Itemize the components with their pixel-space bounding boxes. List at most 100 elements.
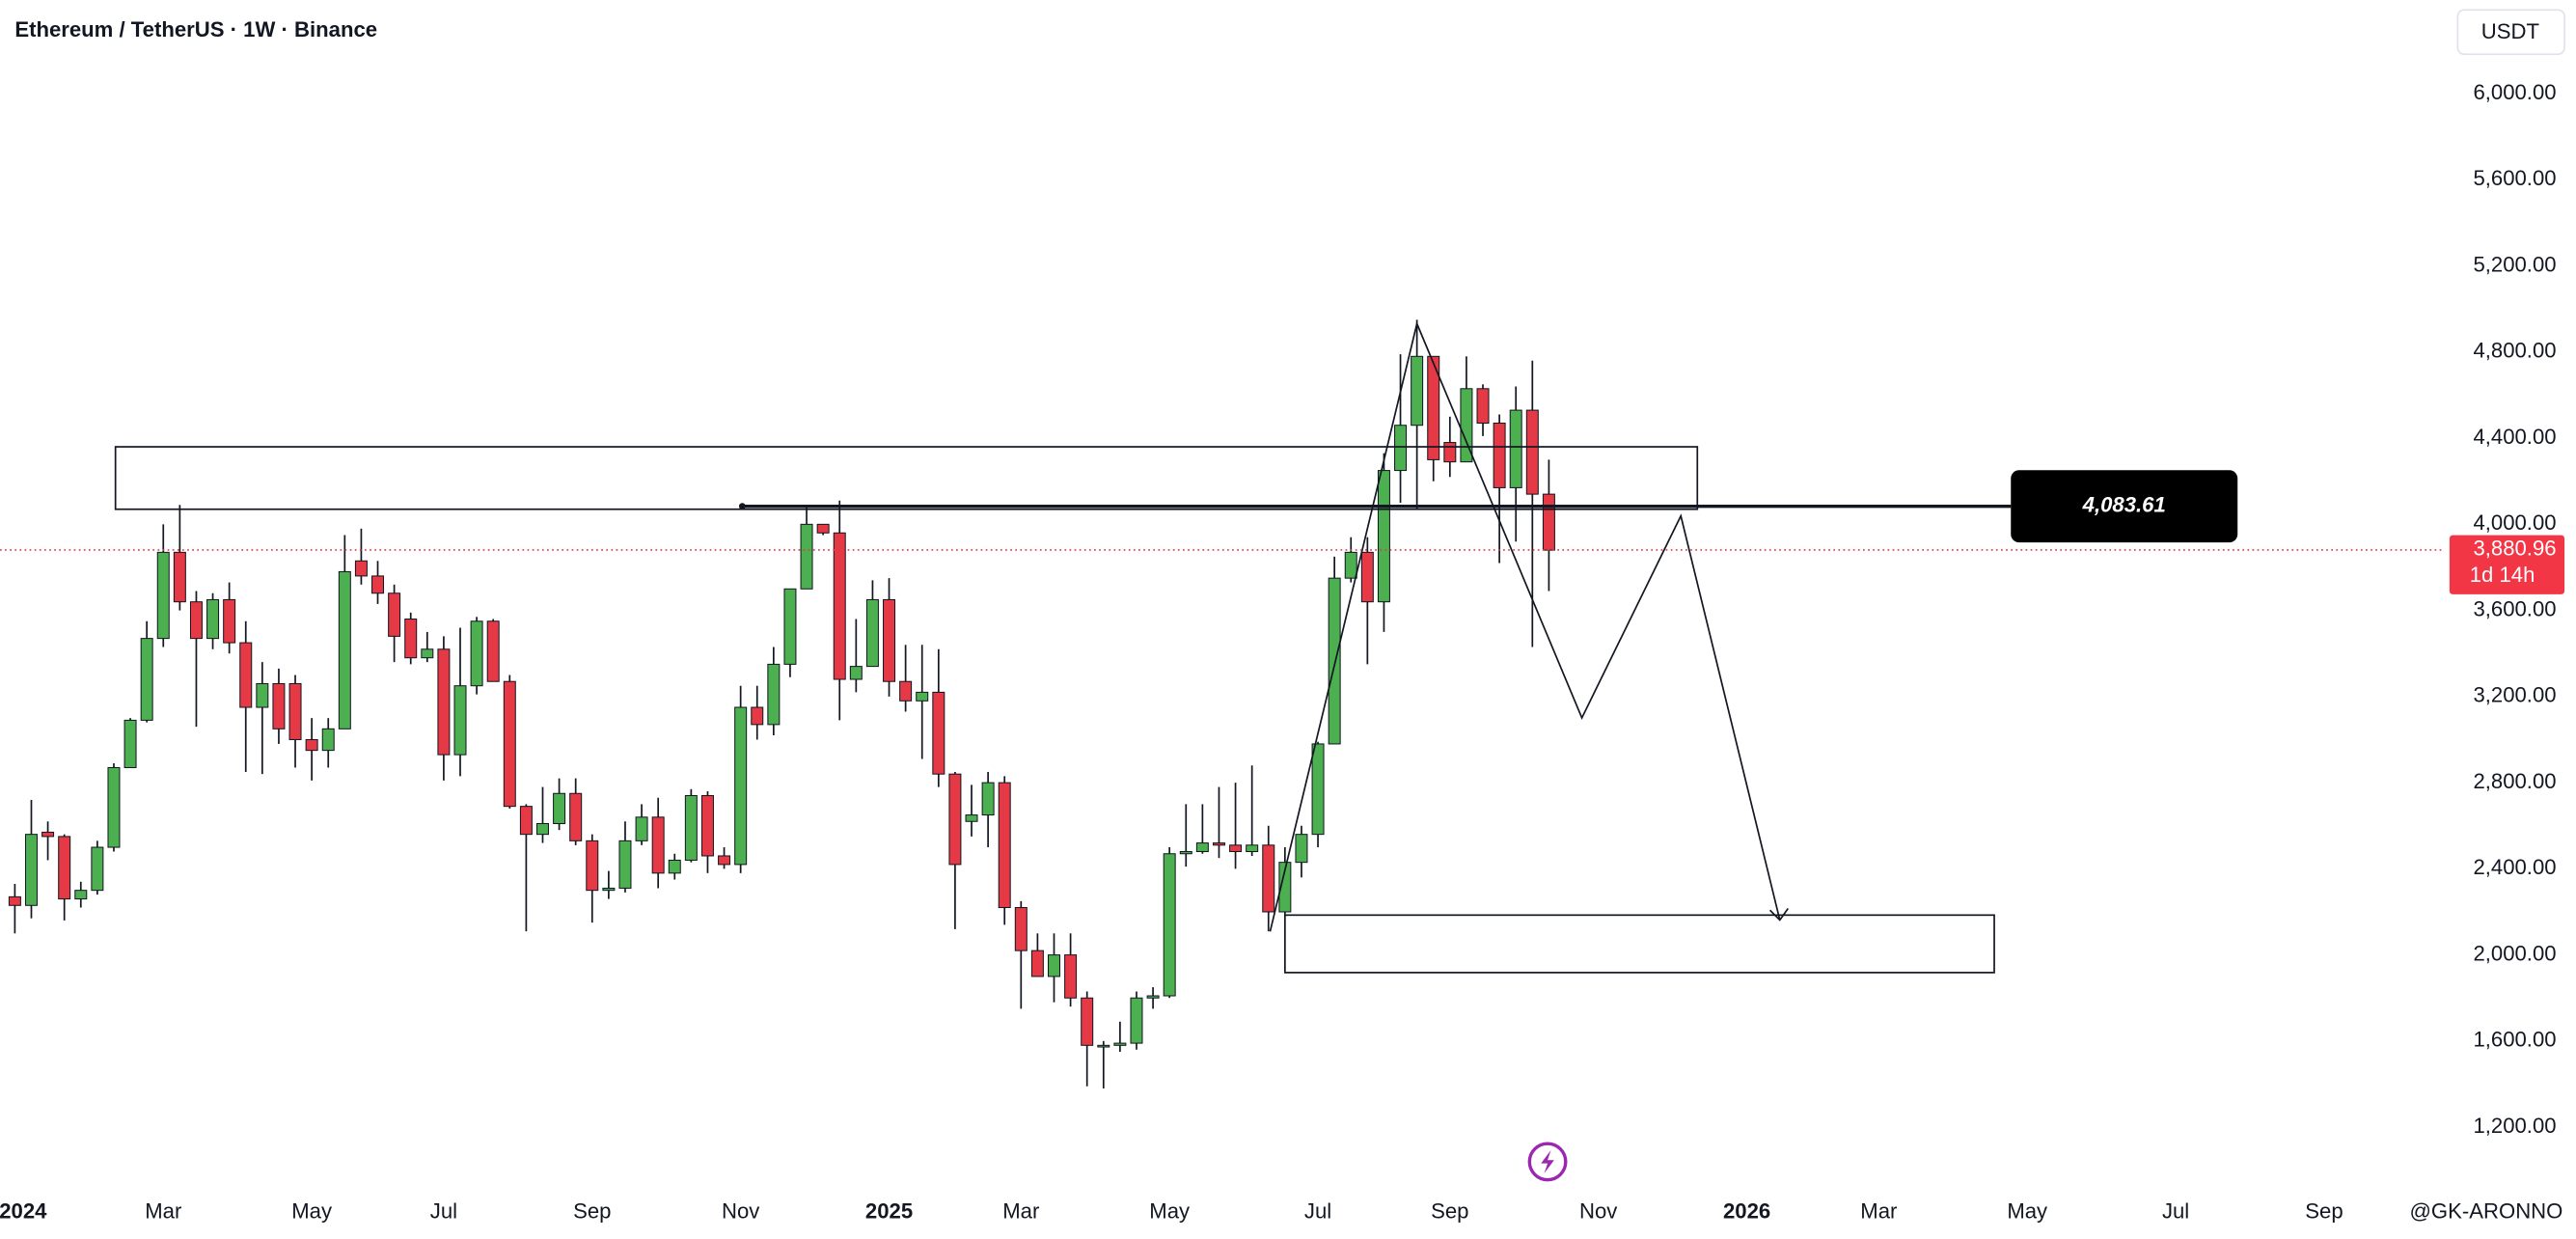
x-tick-label: Nov [1579,1199,1617,1224]
projection-path [1269,320,1781,932]
candle-body [1525,409,1539,495]
y-tick-label: 3,600.00 [2473,596,2556,620]
candle-body [223,598,236,644]
x-tick-label: Mar [1860,1199,1897,1224]
x-tick-label: Jul [1304,1199,1331,1224]
x-tick-label: 2025 [865,1199,913,1224]
candle-body [239,642,253,708]
candle-body [288,682,302,740]
candle-body [305,738,318,752]
candle-body [1146,995,1160,999]
zone [1284,914,1995,974]
currency-button[interactable] [2456,9,2565,56]
candle-body [1195,842,1209,853]
candle-body [899,680,913,702]
x-tick-label: 2026 [1723,1199,1770,1224]
candle-body [651,816,665,874]
y-tick-label: 4,800.00 [2473,339,2556,363]
level-anchor [738,503,746,510]
y-tick-label: 2,800.00 [2473,769,2556,793]
candle-body [916,691,929,702]
candle-body [981,782,995,816]
candle-body [1081,997,1094,1046]
candle-body [321,728,335,752]
candle-body [1394,425,1408,472]
level-label-box [2011,470,2238,543]
candle-body [684,794,698,861]
candle-body [1509,409,1522,488]
candle-body [338,570,351,730]
candle-body [586,840,599,892]
x-tick-label: May [1149,1199,1191,1224]
candle-body [1130,997,1143,1044]
x-tick-label: Sep [573,1199,611,1224]
candle-body [1411,355,1424,427]
y-tick-label: 6,000.00 [2473,80,2556,104]
candle-body [1179,850,1192,855]
candle-body [74,890,88,900]
y-tick-label: 3,200.00 [2473,683,2556,707]
x-tick-label: Mar [1002,1199,1039,1224]
candle-body [1476,388,1490,424]
candle-body [734,706,748,866]
candle-body [140,638,153,721]
candle-body [404,619,418,659]
candle-body [1295,834,1308,864]
candle-body [1443,442,1457,463]
candle-body [1246,844,1259,853]
y-tick-label: 5,200.00 [2473,252,2556,276]
candle-body [123,719,137,768]
candle-body [1097,1044,1110,1048]
candle-body [1048,954,1060,977]
candle-body [1344,551,1357,579]
candle-body [1229,844,1243,853]
candle-body [535,822,549,836]
candle-body [1328,577,1341,745]
countdown: 1d 14h [2470,563,2535,587]
events-bolt [1541,1150,1554,1173]
y-tick-label: 2,400.00 [2473,855,2556,879]
candle-body [256,682,269,708]
candle-body [272,682,286,730]
candle-body [1278,862,1292,913]
candle-body [767,663,781,726]
last-price-box [2449,535,2565,594]
x-tick-label: Mar [145,1199,181,1224]
x-tick-label: Jul [430,1199,457,1224]
y-tick-label: 4,400.00 [2473,425,2556,449]
y-tick-label: 1,600.00 [2473,1028,2556,1052]
x-tick-label: Nov [722,1199,759,1224]
candle-body [371,575,385,594]
candle-body [668,859,681,874]
candle-body [173,551,186,603]
y-tick-label: 4,000.00 [2473,510,2556,535]
candle-body [1460,388,1473,463]
candle-body [58,836,71,900]
candle-body [8,895,21,906]
candle-body [1311,743,1325,836]
candle-body [470,620,483,687]
candle-body [932,691,945,775]
currency[interactable]: USDT [2481,19,2539,43]
candle-body [948,773,962,866]
candle-body [91,846,104,892]
candle-body [569,792,583,841]
candle-body [1493,422,1506,488]
candle-body [24,834,38,906]
candle-body [751,706,764,726]
candle-body [189,601,203,640]
candle-body [998,782,1011,909]
candle-body [849,666,863,680]
candle-body [602,887,616,892]
candle-body [865,598,879,668]
candle-body [965,814,978,822]
candle-body [1030,950,1044,977]
y-tick-label: 2,000.00 [2473,941,2556,965]
candle-body [107,766,121,848]
y-tick-label: 1,200.00 [2473,1114,2556,1138]
candle-body [421,648,434,659]
y-tick-label: 5,600.00 [2473,166,2556,190]
zone [114,446,1699,510]
candle-body [519,806,533,836]
